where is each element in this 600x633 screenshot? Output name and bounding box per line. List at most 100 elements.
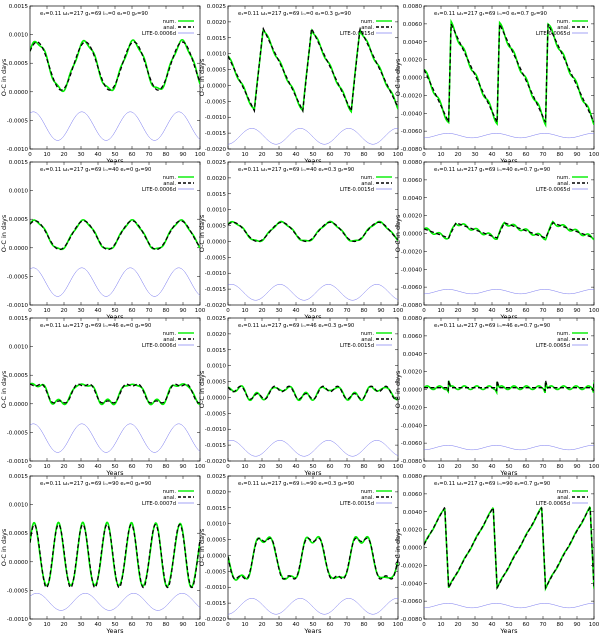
legend-lite-label: LITE-0.0015d (340, 187, 374, 193)
plot-frame (227, 161, 399, 306)
y-tick-label: 0.0015 (207, 192, 227, 198)
series-anal (424, 23, 594, 123)
y-axis-label: O-C in days (198, 528, 206, 566)
x-tick-label: 30 (472, 152, 479, 158)
legend-anal-label: anal. (163, 25, 176, 31)
y-axis-label: O-C in days (394, 370, 402, 408)
x-tick-label: 40 (489, 308, 496, 314)
x-tick-label: 60 (129, 622, 136, 628)
legend-num-label: num. (163, 19, 177, 25)
y-tick-label: -0.0015 (205, 443, 227, 449)
series-lite (424, 133, 594, 139)
x-axis-label: Years (499, 313, 518, 321)
subplot-8: -0.0020 -0.0015 -0.0010 -0.0005 0.0000 0.0005… (198, 316, 404, 477)
y-tick-label: 0.0010 (9, 345, 29, 351)
y-tick-label: 0.0005 (9, 217, 29, 223)
y-tick-label: 0.0020 (207, 20, 227, 26)
x-tick-label: 0 (28, 464, 32, 470)
x-axis-label: Years (303, 627, 322, 633)
subplot-title: e₁=0.11 ω₁=217 g₁=69 iₘ=0 e₂=0.7 g₂=90 (434, 11, 547, 17)
x-tick-label: 100 (393, 464, 404, 470)
x-tick-label: 50 (112, 308, 119, 314)
y-tick-label: -0.0040 (401, 267, 423, 273)
subplot-11: -0.0020 -0.0015 -0.0010 -0.0005 0.0000 0.0005… (198, 474, 404, 633)
legend-num-label: num. (361, 19, 375, 25)
x-tick-label: 90 (180, 152, 187, 158)
x-tick-label: 70 (344, 622, 351, 628)
y-tick-label: 0.0000 (9, 90, 29, 96)
legend: num.anal.LITE-0.0006d (142, 19, 194, 37)
x-tick-label: 20 (455, 464, 462, 470)
y-tick-label: 0.0015 (9, 316, 29, 322)
y-tick-label: -0.0020 (205, 303, 227, 309)
x-tick-label: 70 (146, 464, 153, 470)
x-tick-label: 80 (361, 622, 368, 628)
legend: num.anal.LITE-0.0065d (536, 175, 588, 193)
series-anal (30, 220, 200, 251)
x-tick-label: 70 (540, 308, 547, 314)
x-tick-label: 100 (589, 308, 600, 314)
x-tick-label: 60 (129, 308, 136, 314)
series-num (30, 38, 200, 93)
x-tick-label: 80 (361, 152, 368, 158)
plot-frame (29, 475, 201, 620)
y-tick-label: 0.0000 (403, 388, 423, 394)
y-tick-label: 0.0000 (9, 560, 29, 566)
x-tick-label: 40 (293, 464, 300, 470)
subplot-title: e₁=0.11 ω₁=217 g₁=69 iₘ=90 e₂=0 g₂=90 (40, 481, 151, 487)
y-tick-label: 0.0000 (403, 76, 423, 82)
x-tick-label: 10 (242, 464, 249, 470)
y-tick-label: -0.0010 (205, 585, 227, 591)
x-tick-label: 40 (293, 622, 300, 628)
y-axis-label: O-C in days (198, 214, 206, 252)
legend: num.anal.LITE-0.0006d (142, 175, 194, 193)
x-tick-label: 60 (129, 464, 136, 470)
legend-lite-label: LITE-0.0065d (536, 187, 570, 193)
legend-num-label: num. (557, 331, 571, 337)
x-tick-label: 10 (438, 152, 445, 158)
y-tick-label: -0.0005 (7, 274, 29, 280)
legend-lite-label: LITE-0.0007d (142, 501, 176, 507)
y-tick-label: 0.0000 (207, 239, 227, 245)
y-tick-label: 0.0010 (207, 364, 227, 370)
x-tick-label: 0 (226, 152, 230, 158)
y-tick-label: -0.0005 (7, 588, 29, 594)
y-tick-label: 0.0010 (207, 52, 227, 58)
y-tick-label: -0.0080 (401, 147, 423, 153)
y-tick-label: 0.0020 (207, 176, 227, 182)
legend-num-label: num. (361, 331, 375, 337)
y-tick-label: -0.0020 (205, 459, 227, 465)
y-tick-label: 0.0025 (207, 160, 227, 166)
x-tick-label: 10 (44, 622, 51, 628)
x-tick-label: 90 (378, 308, 385, 314)
plot-frame (29, 5, 201, 150)
x-tick-label: 90 (378, 464, 385, 470)
x-tick-label: 20 (455, 152, 462, 158)
y-tick-label: 0.0025 (207, 316, 227, 322)
y-tick-label: -0.0020 (205, 617, 227, 623)
x-tick-label: 20 (61, 152, 68, 158)
y-tick-label: 0.0060 (403, 22, 423, 28)
legend-anal-label: anal. (361, 337, 374, 343)
x-tick-label: 60 (523, 622, 530, 628)
y-tick-label: 0.0000 (9, 246, 29, 252)
y-tick-label: -0.0040 (401, 423, 423, 429)
x-tick-label: 100 (589, 152, 600, 158)
x-tick-label: 100 (195, 308, 206, 314)
y-tick-label: -0.0080 (401, 303, 423, 309)
x-tick-label: 40 (293, 308, 300, 314)
subplot-title: e₁=0.11 ω₁=217 g₁=69 iₘ=0 e₂=0 g₂=90 (40, 11, 148, 17)
x-axis-label: Years (303, 469, 322, 477)
x-tick-label: 90 (180, 622, 187, 628)
y-tick-label: -0.0010 (7, 617, 29, 623)
x-tick-label: 0 (226, 622, 230, 628)
subplot-title: e₁=0.11 ω₁=217 g₁=69 iₘ=90 e₂=0.7 g₂=90 (434, 481, 550, 487)
y-tick-label: -0.0010 (7, 147, 29, 153)
x-tick-label: 100 (589, 622, 600, 628)
x-tick-label: 80 (163, 622, 170, 628)
subplot-title: e₁=0.11 ω₁=217 g₁=69 iₘ=40 e₂=0 g₂=90 (40, 167, 151, 173)
y-tick-label: 0.0000 (403, 546, 423, 552)
y-tick-label: -0.0080 (401, 459, 423, 465)
legend-anal-label: anal. (163, 337, 176, 343)
x-axis-label: Years (105, 469, 124, 477)
